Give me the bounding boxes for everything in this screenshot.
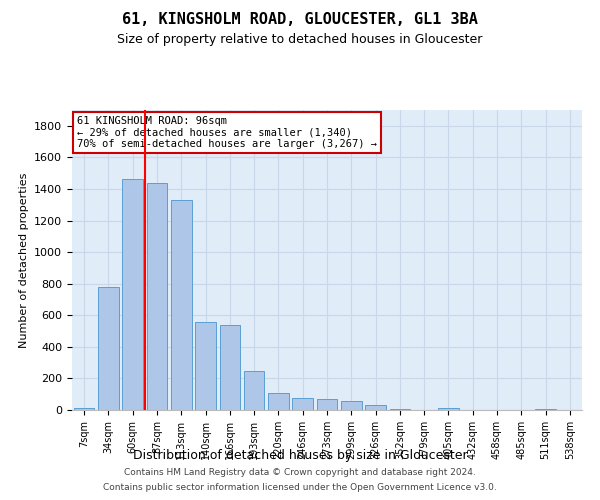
Bar [535,409,556,410]
Y-axis label: Number of detached properties: Number of detached properties [19,172,29,348]
Bar [365,406,386,410]
Bar [317,399,337,410]
Bar [220,324,240,410]
Text: Distribution of detached houses by size in Gloucester: Distribution of detached houses by size … [133,448,467,462]
Bar [195,322,216,410]
Bar [438,408,459,410]
Bar [244,372,265,410]
Text: Contains HM Land Registry data © Crown copyright and database right 2024.: Contains HM Land Registry data © Crown c… [124,468,476,477]
Text: Size of property relative to detached houses in Gloucester: Size of property relative to detached ho… [118,32,482,46]
Bar [98,287,119,410]
Bar [171,200,191,410]
Bar [292,398,313,410]
Bar [389,408,410,410]
Bar [268,392,289,410]
Bar [341,402,362,410]
Text: Contains public sector information licensed under the Open Government Licence v3: Contains public sector information licen… [103,483,497,492]
Bar [122,180,143,410]
Text: 61, KINGSHOLM ROAD, GLOUCESTER, GL1 3BA: 61, KINGSHOLM ROAD, GLOUCESTER, GL1 3BA [122,12,478,28]
Bar [146,182,167,410]
Bar [74,408,94,410]
Text: 61 KINGSHOLM ROAD: 96sqm
← 29% of detached houses are smaller (1,340)
70% of sem: 61 KINGSHOLM ROAD: 96sqm ← 29% of detach… [77,116,377,149]
